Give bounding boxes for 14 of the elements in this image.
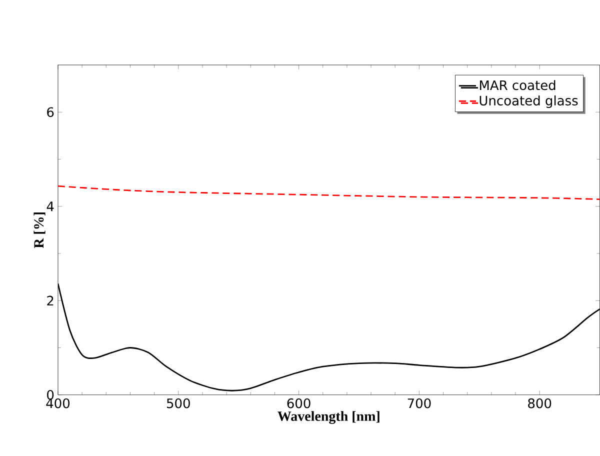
legend-label: Uncoated glass <box>480 96 578 108</box>
y-tick-label: 0 <box>47 390 54 400</box>
x-tick-label: 500 <box>166 398 190 408</box>
line-series <box>58 185 600 200</box>
y-tick-label: 4 <box>46 202 54 212</box>
y-tick-label: 6 <box>47 107 54 118</box>
x-axis-title: Wavelength [nm] <box>278 411 380 424</box>
x-tick-label: 600 <box>287 398 310 408</box>
y-tick-label: 2 <box>47 296 54 306</box>
x-tick-label: 800 <box>528 398 552 408</box>
y-axis-title: R [%] <box>34 212 46 248</box>
x-tick-label: 400 <box>46 398 70 408</box>
legend-label: MAR coated <box>480 80 556 90</box>
x-tick-label: 700 <box>408 398 431 408</box>
